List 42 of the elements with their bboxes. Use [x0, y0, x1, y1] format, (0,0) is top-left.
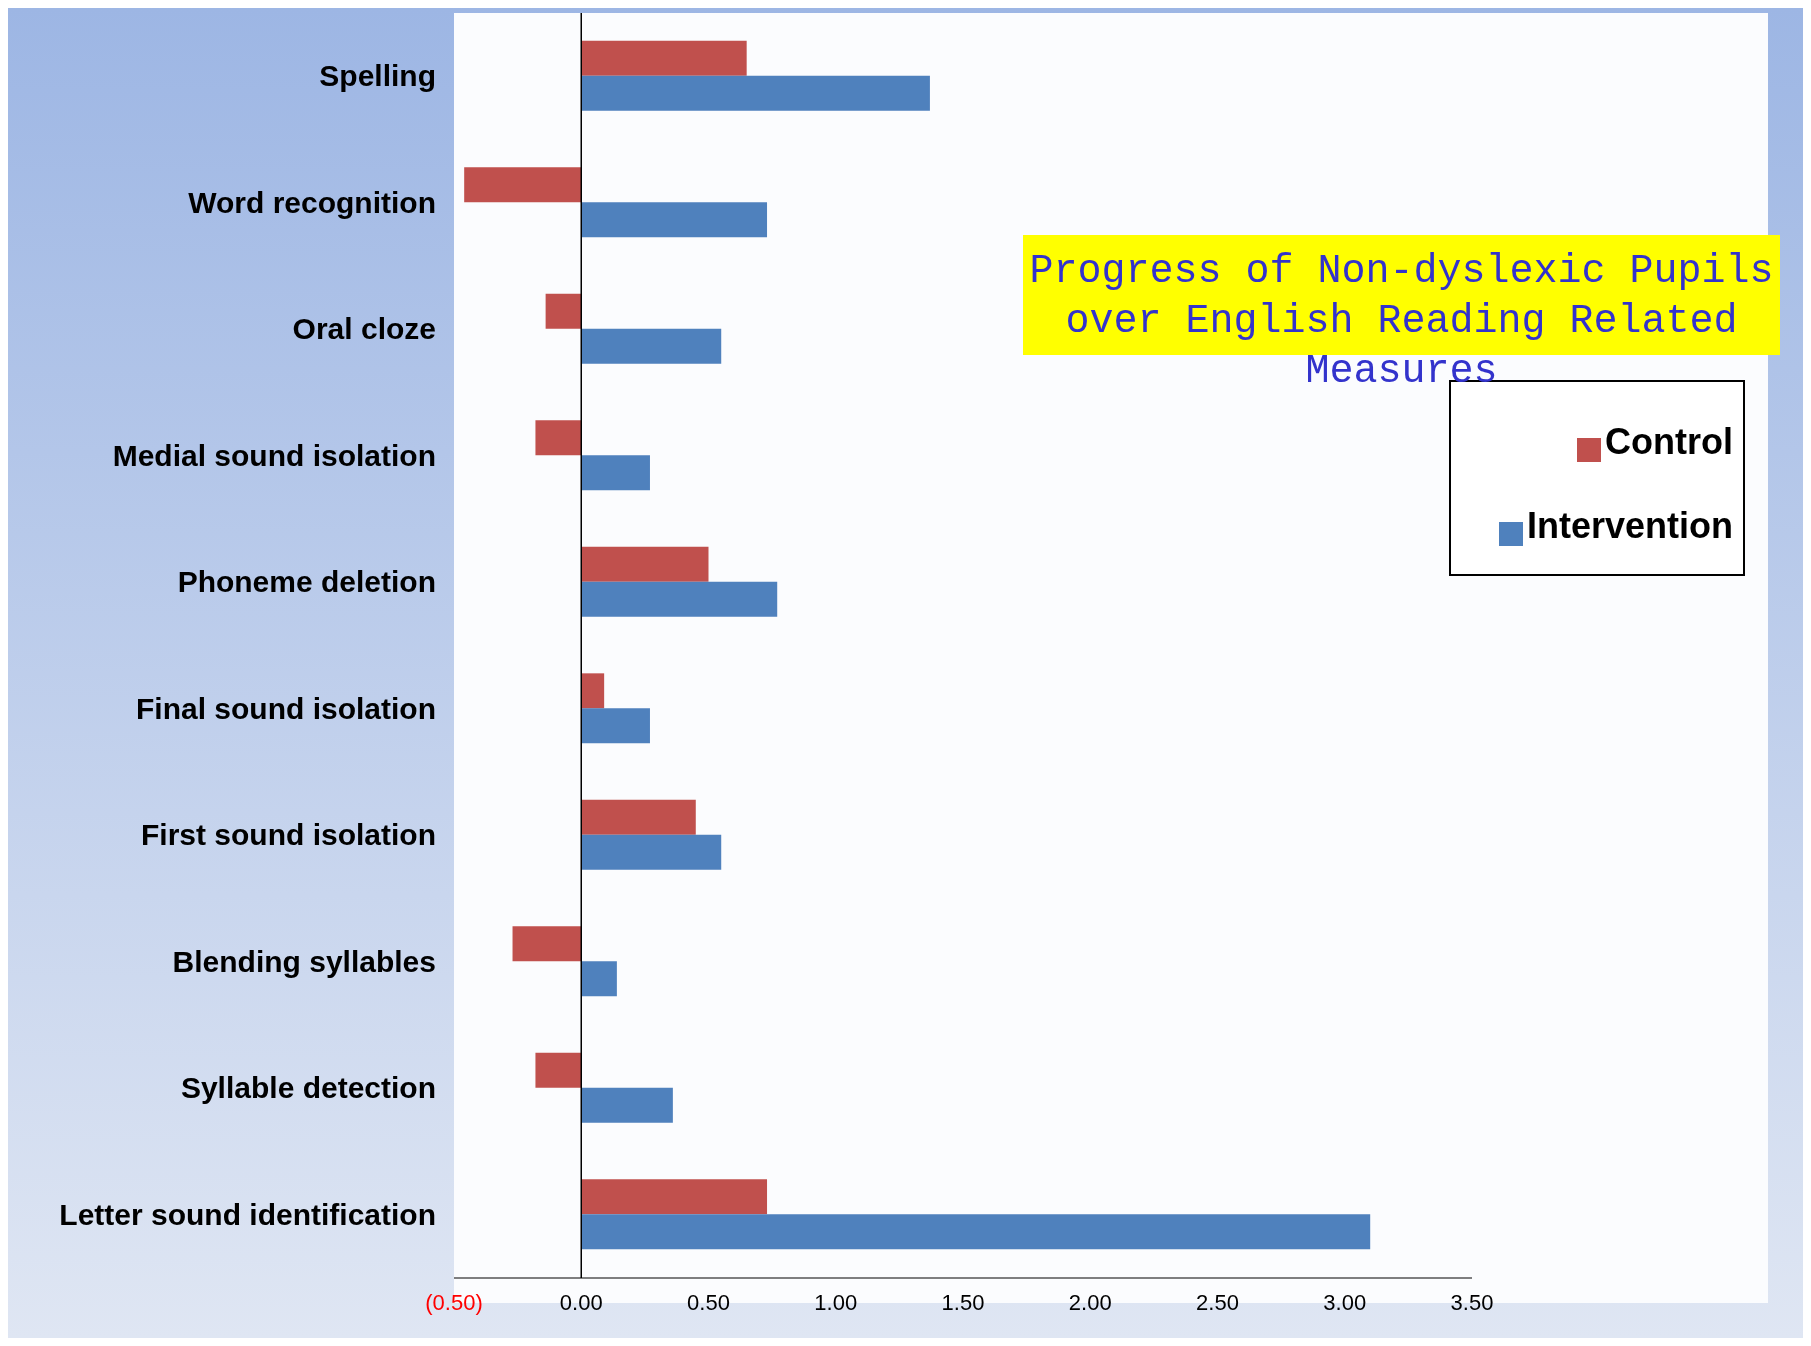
x-tick-label: 0.00 [559, 1290, 603, 1315]
bar [581, 799, 696, 835]
bar [512, 926, 582, 962]
y-tick-label: First sound isolation [140, 818, 436, 852]
x-tick-label: (0.50) [425, 1290, 483, 1315]
bar [581, 581, 778, 617]
y-tick-label: Blending syllables [172, 944, 436, 978]
bar [581, 1179, 768, 1215]
x-tick-label: 3.00 [1323, 1290, 1367, 1315]
bar [581, 75, 930, 111]
y-tick-label: Phoneme deletion [177, 565, 436, 599]
x-tick-label: 1.00 [814, 1290, 858, 1315]
legend-label: Control [1605, 421, 1733, 462]
bar [535, 420, 582, 456]
bar [581, 1087, 673, 1123]
bar [581, 202, 768, 238]
x-tick-label: 0.50 [687, 1290, 730, 1315]
y-tick-label: Oral cloze [292, 312, 436, 346]
bar [581, 40, 747, 76]
bar [581, 1214, 1371, 1250]
bar [581, 546, 709, 582]
bar [464, 167, 582, 203]
x-tick-label: 2.50 [1196, 1290, 1239, 1315]
y-tick-label: Medial sound isolation [112, 438, 436, 472]
legend-label: Intervention [1526, 505, 1733, 546]
x-tick-label: 3.50 [1450, 1290, 1494, 1315]
bar [581, 708, 650, 744]
bar [581, 961, 617, 997]
y-tick-label: Spelling [319, 59, 436, 93]
y-tick-label: Letter sound identification [59, 1197, 436, 1231]
bar [545, 293, 582, 329]
y-tick-label: Syllable detection [180, 1071, 436, 1105]
bar [581, 455, 650, 491]
x-tick-label: 1.50 [941, 1290, 985, 1315]
text: Progress of Non-dyslexic Pupils over English Reading Related Measures [1028, 248, 1775, 396]
bar [535, 1052, 582, 1088]
x-tick-label: 2.00 [1068, 1290, 1112, 1315]
bar [581, 834, 722, 870]
bar [581, 673, 605, 709]
y-tick-label: Word recognition [188, 185, 436, 219]
bar [581, 328, 722, 364]
y-tick-label: Final sound isolation [136, 691, 436, 725]
